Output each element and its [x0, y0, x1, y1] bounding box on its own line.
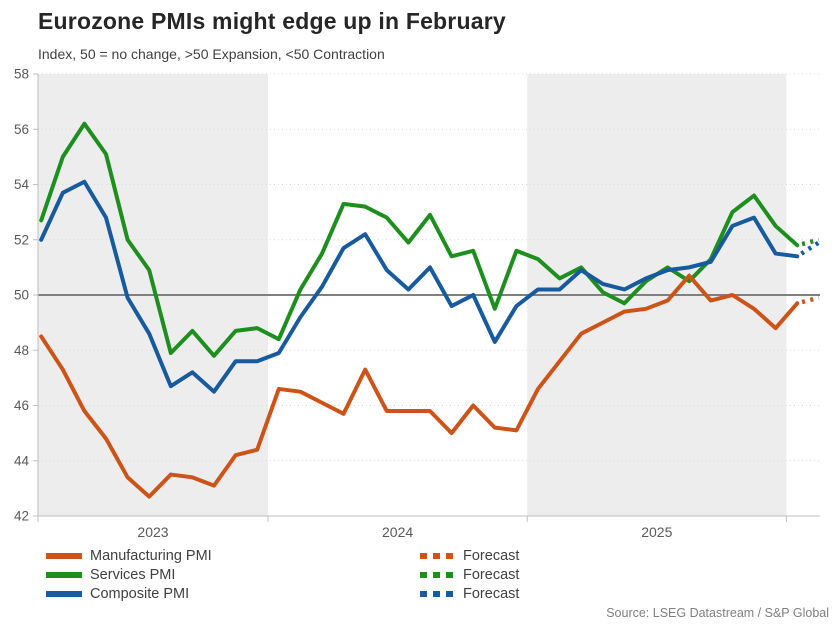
- manufacturing-forecast-swatch: [420, 552, 453, 559]
- y-axis-label-50: 50: [14, 288, 29, 303]
- services-forecast-swatch: [420, 571, 453, 578]
- legend-label-forecast: Forecast: [463, 585, 520, 602]
- legend-label-manufacturing: Manufacturing PMI: [90, 547, 212, 564]
- legend-label-composite: Composite PMI: [90, 585, 190, 602]
- y-axis-label-52: 52: [14, 232, 29, 247]
- composite-forecast-swatch: [420, 590, 453, 597]
- legend-item-manufacturing: Manufacturing PMI: [46, 547, 212, 564]
- y-axis-label-42: 42: [14, 509, 29, 524]
- y-axis-label-48: 48: [14, 343, 29, 358]
- composite-line-swatch: [46, 590, 82, 597]
- y-axis-label-56: 56: [14, 122, 29, 137]
- legend-label-forecast: Forecast: [463, 547, 520, 564]
- source-credit: Source: LSEG Datastream / S&P Global: [606, 606, 829, 620]
- y-axis-label-58: 58: [14, 67, 29, 82]
- x-axis-label-2025: 2025: [641, 524, 672, 540]
- x-axis-label-2023: 2023: [137, 524, 168, 540]
- legend-label-forecast: Forecast: [463, 566, 520, 583]
- series-line-composite-pmi: [39, 179, 800, 394]
- forecast-segment-composite-pmi: [795, 240, 821, 259]
- legend-item-forecast-manufacturing: Forecast: [420, 547, 520, 564]
- services-line-swatch: [46, 571, 82, 578]
- forecast-segment-manufacturing-pmi: [796, 295, 820, 306]
- chart-subtitle: Index, 50 = no change, >50 Expansion, <5…: [38, 46, 385, 62]
- y-axis-label-46: 46: [14, 398, 29, 413]
- legend-forecast-column: Forecast Forecast Forecast: [420, 547, 520, 602]
- y-axis-label-44: 44: [14, 453, 30, 468]
- y-axis-label-54: 54: [14, 177, 30, 192]
- manufacturing-line-swatch: [46, 552, 82, 559]
- x-axis-label-2024: 2024: [382, 524, 413, 540]
- pmi-line-chart: 42 44 46 48 50 52 54 56 58 2023 2024 2025: [14, 67, 821, 540]
- legend-item-forecast-services: Forecast: [420, 566, 520, 583]
- legend-label-services: Services PMI: [90, 566, 176, 583]
- legend: Manufacturing PMI Services PMI Composite…: [46, 547, 519, 602]
- legend-item-services: Services PMI: [46, 566, 212, 583]
- legend-series-column: Manufacturing PMI Services PMI Composite…: [46, 547, 212, 602]
- series-line-manufacturing-pmi: [39, 273, 800, 499]
- legend-item-composite: Composite PMI: [46, 585, 212, 602]
- chart-title: Eurozone PMIs might edge up in February: [38, 8, 506, 34]
- legend-item-forecast-composite: Forecast: [420, 585, 520, 602]
